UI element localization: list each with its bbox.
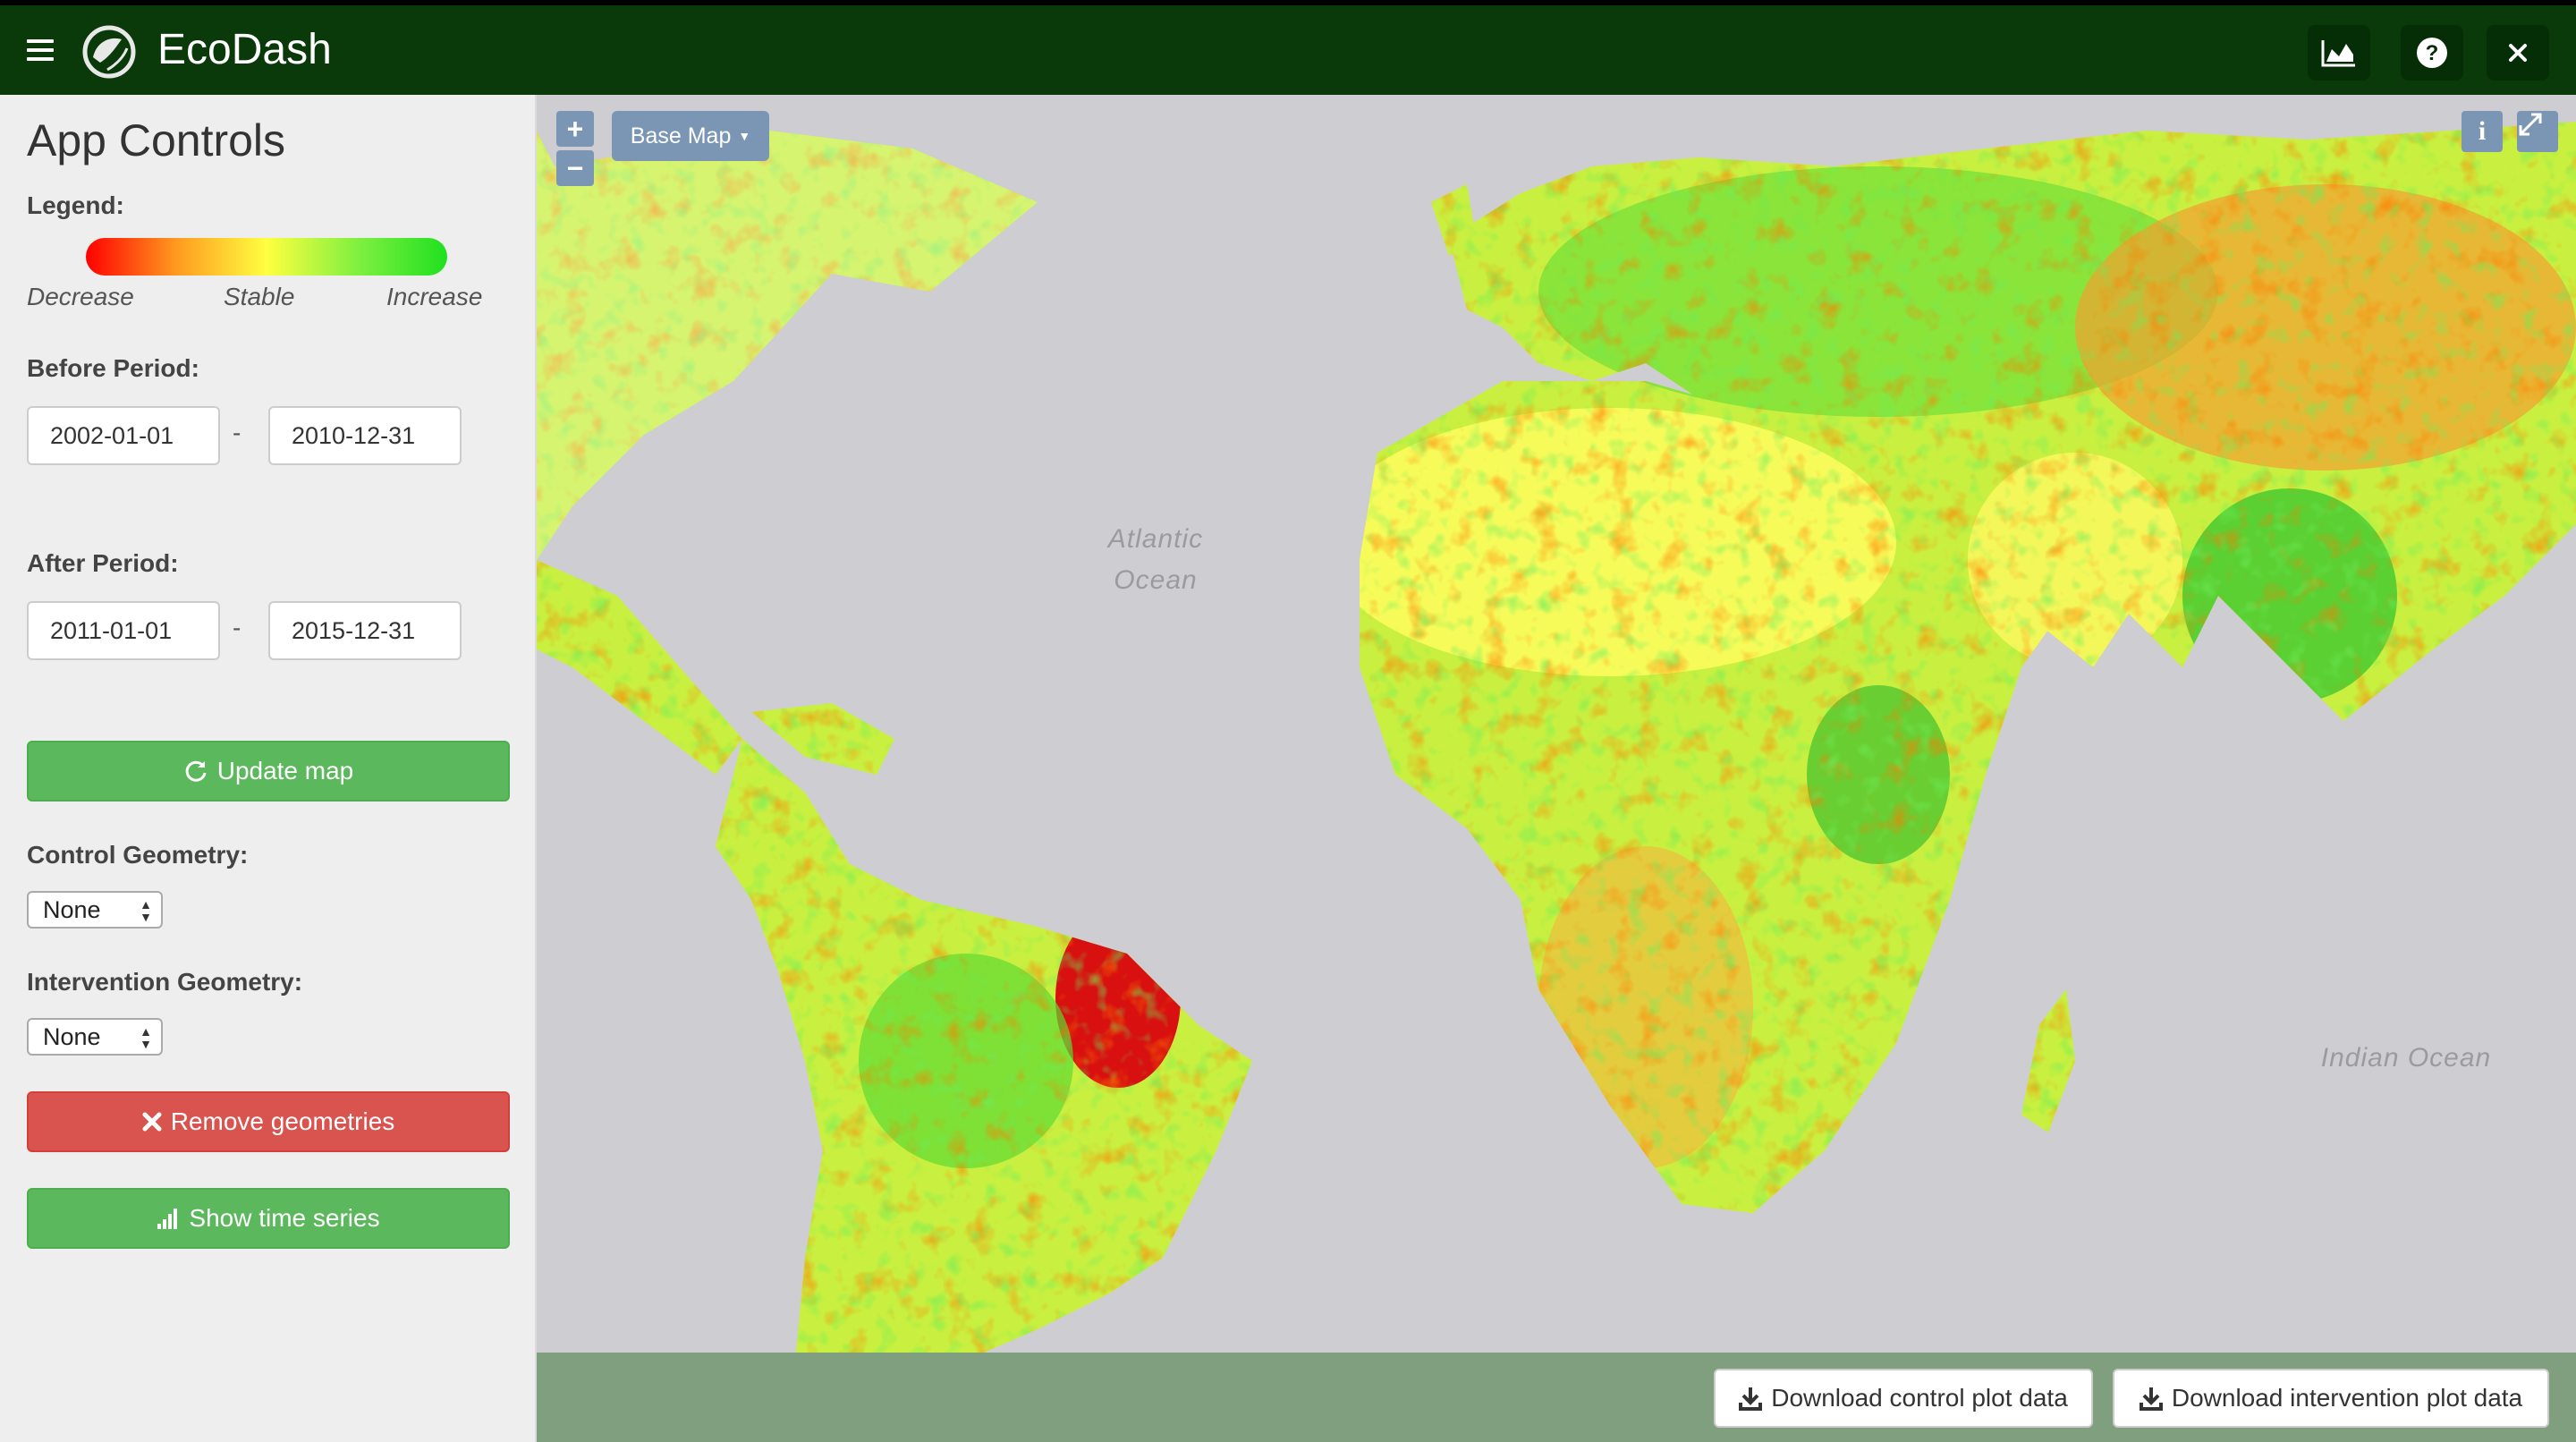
remove-geometries-button[interactable]: Remove geometries (27, 1091, 510, 1152)
after-start-date-input[interactable] (27, 601, 220, 660)
map-view[interactable]: + − Base Map ▼ i Atlantic Ocean Indian O… (537, 95, 2576, 1353)
atlantic-label-line1: Atlantic (1107, 524, 1204, 554)
download-icon (1739, 1387, 1763, 1411)
download-control-plot-button[interactable]: Download control plot data (1714, 1369, 2093, 1428)
info-icon: i (2478, 116, 2487, 146)
caret-down-icon: ▼ (738, 129, 751, 143)
app-title: EcoDash (157, 26, 332, 73)
control-geometry-select[interactable]: None ▲ ▼ (27, 891, 163, 929)
update-map-label: Update map (216, 757, 354, 785)
select-arrows-icon: ▲ ▼ (140, 1024, 152, 1051)
download-control-label: Download control plot data (1771, 1384, 2068, 1412)
legend-stable: Stable (224, 283, 295, 310)
sidebar-title: App Controls (27, 115, 286, 165)
download-intervention-plot-button[interactable]: Download intervention plot data (2113, 1369, 2549, 1428)
intervention-geometry-label: Intervention Geometry: (27, 968, 303, 996)
before-period-label: Before Period: (27, 354, 199, 382)
legend-gradient-bar (86, 238, 447, 276)
svg-text:?: ? (2426, 41, 2439, 65)
legend-increase: Increase (386, 283, 483, 310)
intervention-geometry-value: None (43, 1023, 101, 1050)
before-period-separator: - (233, 419, 242, 446)
chart-button[interactable] (2308, 25, 2370, 81)
update-map-button[interactable]: Update map (27, 741, 510, 802)
select-arrows-icon: ▲ ▼ (140, 897, 152, 924)
expand-icon (2519, 113, 2542, 136)
help-button[interactable]: ? (2401, 25, 2463, 81)
show-time-series-label: Show time series (189, 1204, 380, 1232)
map-info-button[interactable]: i (2462, 111, 2503, 152)
download-intervention-label: Download intervention plot data (2171, 1384, 2523, 1412)
show-time-series-button[interactable]: Show time series (27, 1188, 510, 1249)
fullscreen-button[interactable] (2517, 111, 2558, 152)
question-circle-icon: ? (2417, 38, 2447, 68)
close-icon (2509, 44, 2527, 62)
after-end-date-input[interactable] (268, 601, 462, 660)
base-map-dropdown[interactable]: Base Map ▼ (612, 111, 769, 161)
chart-area-icon (2321, 40, 2355, 67)
before-start-date-input[interactable] (27, 406, 220, 465)
atlantic-label-line2: Ocean (1114, 565, 1198, 595)
after-period-label: After Period: (27, 549, 179, 577)
remove-geometries-label: Remove geometries (170, 1107, 395, 1135)
ecodash-logo-icon (82, 25, 136, 79)
legend-label: Legend: (27, 191, 124, 219)
after-period-separator: - (233, 614, 242, 641)
zoom-out-button[interactable]: − (556, 150, 594, 186)
vegetation-change-map (537, 95, 2576, 1353)
atlantic-ocean-label: Atlantic Ocean (1084, 524, 1227, 596)
top-navbar: EcoDash ? (0, 0, 2576, 95)
control-geometry-value: None (43, 896, 101, 923)
download-bar: Download control plot data Download inte… (537, 1353, 2576, 1442)
close-button[interactable] (2487, 25, 2549, 81)
app-controls-sidebar: App Controls Legend: Decrease Stable Inc… (0, 95, 537, 1442)
signal-bars-icon (157, 1209, 178, 1229)
times-icon (142, 1112, 162, 1132)
base-map-label: Base Map (630, 123, 732, 148)
before-end-date-input[interactable] (268, 406, 462, 465)
intervention-geometry-select[interactable]: None ▲ ▼ (27, 1018, 163, 1056)
control-geometry-label: Control Geometry: (27, 841, 249, 869)
refresh-icon (185, 760, 207, 782)
legend-decrease: Decrease (27, 283, 134, 310)
indian-ocean-label: Indian Ocean (2320, 1043, 2492, 1073)
hamburger-menu-icon[interactable] (27, 39, 54, 61)
zoom-in-button[interactable]: + (556, 111, 594, 147)
download-icon (2139, 1387, 2163, 1411)
